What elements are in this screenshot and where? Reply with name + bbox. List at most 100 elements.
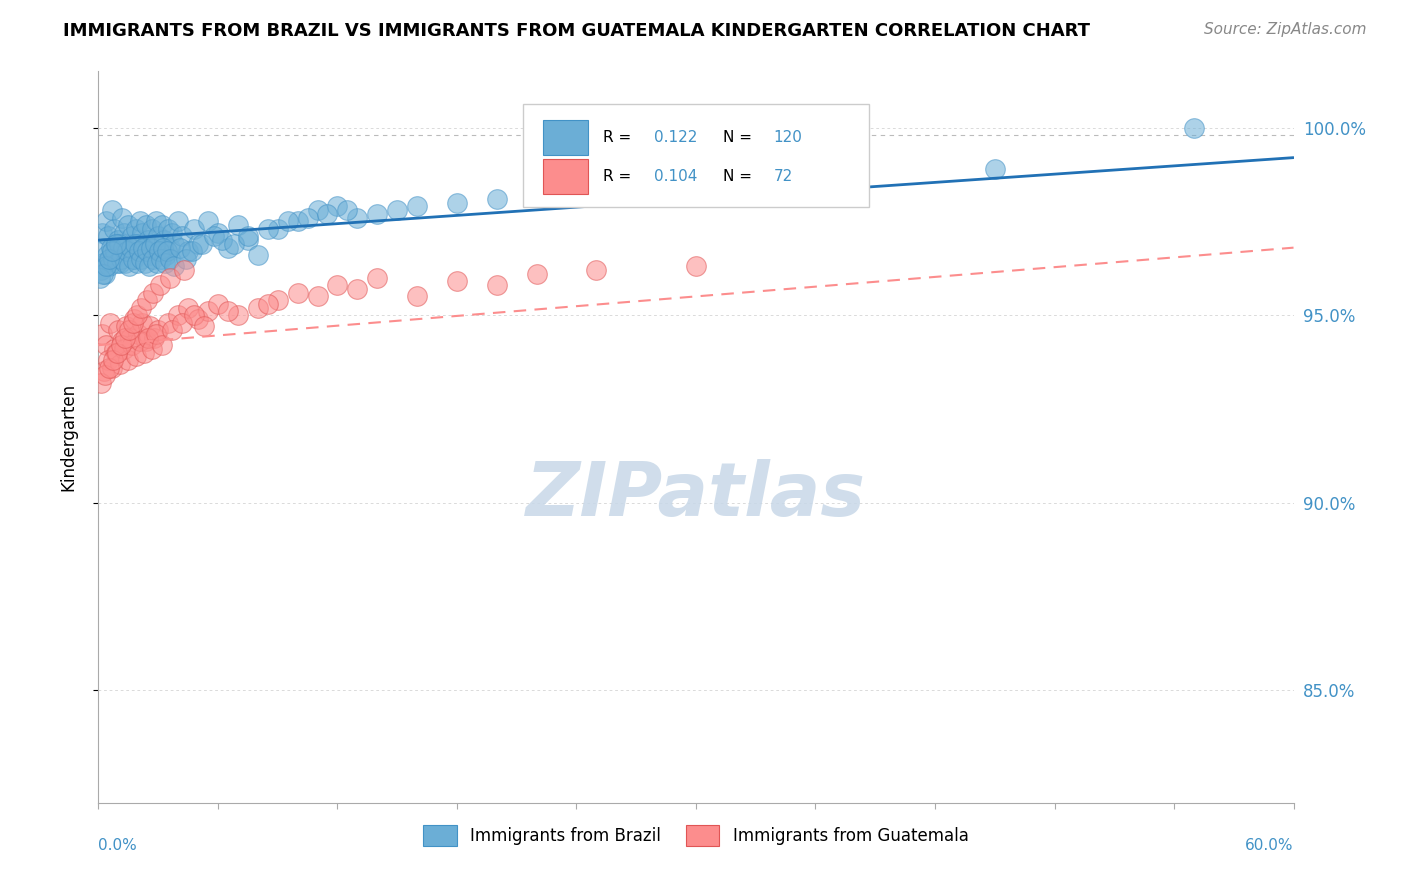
- Point: [141, 342, 163, 356]
- Point: [236, 233, 259, 247]
- Point: [150, 252, 173, 266]
- Point: [172, 229, 194, 244]
- Point: [104, 236, 127, 251]
- Point: [134, 241, 156, 255]
- Point: [122, 316, 145, 330]
- Point: [128, 244, 150, 259]
- Point: [134, 345, 156, 359]
- Point: [326, 278, 349, 293]
- Point: [207, 226, 229, 240]
- Point: [100, 241, 122, 255]
- FancyBboxPatch shape: [543, 120, 589, 155]
- Point: [127, 326, 149, 341]
- Point: [129, 252, 152, 266]
- Point: [169, 241, 191, 255]
- Point: [96, 214, 118, 228]
- Point: [94, 260, 117, 274]
- Point: [135, 334, 157, 349]
- Point: [105, 345, 128, 359]
- Point: [155, 248, 177, 262]
- Point: [246, 248, 269, 262]
- Text: 0.122: 0.122: [654, 130, 697, 145]
- Point: [326, 199, 349, 213]
- Point: [131, 316, 153, 330]
- Point: [142, 285, 165, 300]
- Point: [287, 285, 309, 300]
- Point: [159, 252, 181, 266]
- Point: [685, 260, 707, 274]
- Point: [107, 323, 129, 337]
- Point: [114, 331, 136, 345]
- Point: [145, 214, 167, 228]
- Point: [110, 252, 132, 266]
- Point: [115, 241, 138, 255]
- Point: [105, 255, 128, 269]
- Point: [103, 222, 125, 236]
- FancyBboxPatch shape: [523, 104, 869, 207]
- Point: [120, 331, 142, 345]
- Point: [112, 226, 135, 240]
- Point: [167, 308, 190, 322]
- Point: [110, 255, 132, 269]
- Point: [984, 161, 1007, 176]
- Point: [149, 244, 172, 259]
- Text: N =: N =: [724, 169, 758, 184]
- Point: [183, 308, 205, 322]
- Point: [174, 252, 197, 266]
- Point: [163, 260, 186, 274]
- Point: [141, 241, 163, 255]
- Point: [124, 252, 146, 266]
- Point: [93, 241, 115, 255]
- Point: [143, 331, 166, 345]
- Point: [149, 278, 172, 293]
- Point: [346, 282, 368, 296]
- Point: [217, 304, 239, 318]
- Text: 120: 120: [773, 130, 803, 145]
- Point: [91, 267, 114, 281]
- Point: [177, 244, 200, 259]
- Point: [136, 293, 159, 308]
- Point: [97, 229, 120, 244]
- Point: [91, 226, 114, 240]
- Point: [153, 255, 176, 269]
- Point: [103, 252, 125, 266]
- Point: [104, 244, 127, 259]
- Point: [94, 368, 117, 383]
- Point: [446, 195, 468, 210]
- Point: [256, 297, 278, 311]
- Point: [121, 338, 143, 352]
- Point: [297, 211, 319, 225]
- Point: [98, 316, 122, 330]
- Point: [117, 218, 139, 232]
- Point: [287, 214, 309, 228]
- Point: [134, 255, 156, 269]
- Point: [101, 203, 124, 218]
- Point: [91, 326, 114, 341]
- Text: ZIPatlas: ZIPatlas: [526, 459, 866, 533]
- Point: [98, 252, 122, 266]
- Point: [112, 241, 135, 255]
- Text: R =: R =: [603, 169, 636, 184]
- Point: [172, 316, 194, 330]
- Point: [485, 278, 508, 293]
- Point: [117, 244, 139, 259]
- Point: [120, 244, 142, 259]
- Point: [117, 353, 139, 368]
- Point: [156, 244, 179, 259]
- Point: [159, 270, 181, 285]
- Point: [98, 260, 121, 274]
- Point: [173, 263, 195, 277]
- Point: [114, 255, 136, 269]
- Point: [191, 236, 214, 251]
- Point: [153, 233, 176, 247]
- Point: [197, 304, 219, 318]
- Text: R =: R =: [603, 130, 636, 145]
- Point: [406, 289, 429, 303]
- Point: [193, 319, 215, 334]
- Point: [167, 214, 190, 228]
- Point: [122, 252, 145, 266]
- Point: [94, 267, 117, 281]
- Point: [1182, 120, 1205, 135]
- Point: [148, 229, 170, 244]
- Point: [136, 233, 159, 247]
